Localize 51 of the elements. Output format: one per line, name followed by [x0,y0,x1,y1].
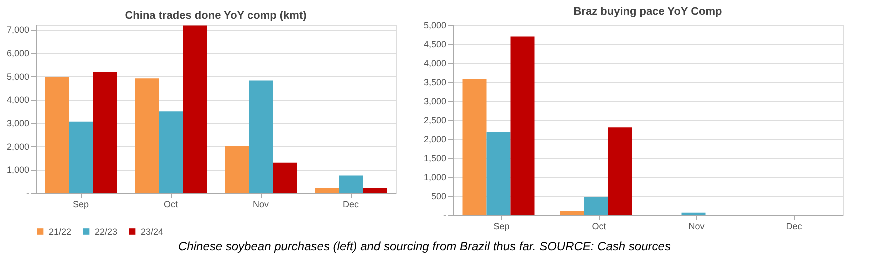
bar [135,78,159,193]
y-tick-label: 6,000 [6,48,30,58]
y-tick-label: 500 [431,192,446,202]
x-tick-label: Nov [252,200,270,210]
bar [584,198,608,215]
bar [462,78,487,215]
y-tick-label: 5,000 [6,72,30,82]
bar [273,162,297,193]
y-tick-label: 2,000 [424,134,446,144]
bar [225,146,249,193]
y-tick-label: - [444,210,446,220]
y-tick-label: 5,000 [424,20,446,30]
bar [510,36,535,215]
x-tick-label: Sep [72,200,90,210]
x-tick-label: Sep [494,222,510,232]
y-tick-label: 4,000 [6,95,30,106]
y-tick-label: 3,000 [6,118,30,128]
y-tick-label: 3,500 [424,78,446,88]
bar [183,26,207,193]
bar [363,188,387,193]
bar [249,80,273,193]
bar [608,128,632,215]
y-tick-label: - [26,188,30,198]
bar [560,211,584,215]
legend-label: 21/22 [49,226,72,237]
bar [69,122,93,193]
x-tick-label: Dec [786,222,803,232]
legend-label: 22/23 [95,226,118,237]
bar [315,188,339,193]
chart-title: China trades done YoY comp (kmt) [125,10,308,22]
x-tick-label: Oct [592,222,607,232]
bar [486,132,511,215]
bar [339,176,363,193]
y-tick-label: 1,000 [424,172,446,182]
legend-label: 23/24 [141,226,164,237]
y-tick-label: 2,000 [6,142,30,152]
x-tick-label: Dec [342,200,360,210]
text: Chinese soybean purchases (left) and sourcing from Brazil thus far. SOURCE: Cash sources [178,240,671,254]
y-tick-label: 4,000 [424,58,446,68]
bar [45,78,69,193]
chart-title: Braz buying pace YoY Comp [574,6,723,18]
bar [93,72,117,193]
y-tick-label: 7,000 [6,25,30,36]
x-tick-label: Nov [688,222,706,232]
y-tick-label: 4,500 [424,40,446,50]
y-tick-label: 1,500 [424,154,446,164]
y-tick-label: 3,000 [424,96,446,106]
y-tick-label: 2,500 [424,116,446,126]
x-tick-label: Oct [164,200,178,210]
bar [159,112,183,193]
y-tick-label: 1,000 [6,165,30,176]
